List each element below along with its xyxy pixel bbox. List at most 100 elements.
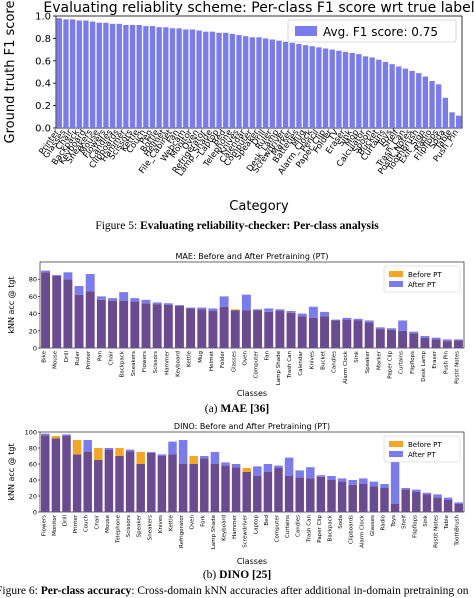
y-axis-label: kNN acc @ tgt: [7, 443, 16, 500]
x-tick-label: Kettle: [169, 514, 175, 531]
bar: [342, 51, 349, 129]
bar-overlap: [263, 472, 273, 512]
bar: [369, 57, 375, 128]
bar-overlap: [168, 454, 177, 512]
x-tick-label: Desk Lamp: [421, 350, 427, 381]
bar-after-pt: [274, 465, 283, 468]
bar-overlap: [85, 291, 95, 348]
bar-overlap: [409, 333, 419, 348]
legend-box: [287, 19, 457, 43]
bar: [309, 46, 315, 128]
x-tick-label: Mouse: [53, 350, 59, 368]
bar: [356, 54, 362, 128]
bar: [209, 31, 216, 128]
legend-swatch: [295, 26, 317, 36]
x-tick-label: Fork: [200, 514, 206, 527]
bar-overlap: [152, 304, 162, 348]
bar-overlap: [443, 500, 453, 512]
bar-before-pt: [51, 436, 61, 439]
figure5-caption: Figure 5: Evaluating reliability-checker…: [95, 220, 379, 232]
plot-frame: [39, 261, 465, 349]
y-axis-label: kNN acc @ tgt: [7, 276, 16, 333]
bar: [176, 28, 182, 128]
x-tick-label: Flipflops: [410, 351, 416, 374]
f1-bar-chart: Evaluating reliablity scheme: Per-class …: [3, 0, 474, 214]
y-tick-label: 60: [29, 461, 37, 469]
bar-after-pt: [306, 467, 315, 479]
x-tick-label: Bed: [264, 515, 270, 526]
bar-overlap: [130, 301, 140, 348]
bar-after-pt: [147, 452, 156, 453]
bar-after-pt: [284, 457, 294, 476]
bar-overlap: [295, 477, 304, 512]
bar-after-pt: [316, 475, 326, 477]
bar-after-pt: [353, 318, 363, 321]
bar-overlap: [253, 310, 263, 348]
bar: [329, 49, 335, 128]
subcaption-b: (b) DINO [25]: [202, 569, 272, 581]
bar: [449, 112, 455, 128]
bar-overlap: [342, 319, 352, 348]
bar-after-pt: [380, 484, 389, 488]
bar-after-pt: [390, 444, 400, 504]
x-tick-label: Ruler: [75, 350, 81, 365]
bar-overlap: [375, 329, 385, 348]
bar: [203, 31, 209, 128]
bar-overlap: [163, 305, 173, 348]
bar: [436, 84, 442, 128]
x-axis-label: Classes: [237, 389, 267, 398]
bar-before-pt: [136, 452, 145, 464]
bar-after-pt: [208, 308, 218, 312]
bar-overlap: [331, 320, 341, 348]
bar-after-pt: [152, 302, 162, 305]
x-tick-label: Paper Clip: [387, 350, 393, 378]
x-tick-label: Toys: [391, 515, 397, 528]
bar-after-pt: [409, 331, 419, 334]
bar: [76, 20, 82, 129]
legend-label: Avg. F1 score: 0.75: [323, 25, 438, 39]
x-tick-label: Scissors: [153, 351, 159, 373]
bar-after-pt: [337, 478, 347, 482]
bar-overlap: [431, 339, 441, 348]
x-tick-label: Radio: [381, 514, 387, 530]
x-tick-label: Glasses: [231, 351, 237, 372]
bar-overlap: [359, 484, 368, 512]
bar: [429, 80, 435, 128]
subcaption-a: (a) MAE [36]: [204, 403, 270, 415]
bar-overlap: [125, 451, 135, 512]
bar-overlap: [241, 310, 251, 348]
x-tick-label: Scissors: [126, 515, 132, 537]
x-tick-label: Printer: [86, 350, 92, 369]
y-tick-label: 40: [29, 477, 37, 485]
bar-after-pt: [420, 335, 430, 338]
bar: [276, 40, 282, 128]
bar: [216, 32, 222, 128]
bar: [169, 28, 176, 128]
bar-overlap: [41, 272, 51, 348]
bar-after-pt: [231, 464, 241, 468]
bar-overlap: [62, 436, 71, 512]
bar-overlap: [74, 294, 84, 348]
x-tick-label: Push Pin: [443, 350, 449, 374]
bar-after-pt: [327, 476, 336, 480]
bar-overlap: [316, 476, 326, 512]
bar: [236, 35, 242, 128]
bar-after-pt: [200, 456, 209, 459]
bar-overlap: [398, 330, 408, 348]
bar: [69, 19, 76, 128]
bar-after-pt: [398, 320, 408, 331]
y-tick-label: 0.0: [35, 124, 51, 135]
bar-after-pt: [83, 440, 92, 452]
bar: [63, 19, 69, 128]
x-tick-label: Soda: [338, 515, 344, 529]
bar: [149, 26, 156, 128]
mae-bar-chart: MAE: Before and After Pretraining (PT) 0 2…: [7, 252, 465, 398]
bar-after-pt: [295, 470, 304, 478]
bar: [89, 21, 96, 129]
bar: [189, 29, 196, 128]
bar-after-pt: [401, 488, 410, 490]
x-axis-label: Category: [229, 199, 289, 214]
bar-after-pt: [168, 441, 177, 455]
bar-overlap: [41, 435, 50, 512]
x-tick-label: Hammer: [164, 350, 170, 375]
